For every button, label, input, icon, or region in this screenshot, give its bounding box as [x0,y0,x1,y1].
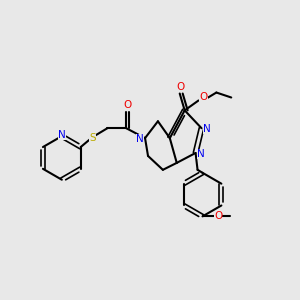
Text: N: N [202,124,210,134]
Text: N: N [58,130,66,140]
Text: N: N [136,134,144,144]
Text: N: N [197,149,204,159]
Text: S: S [89,133,96,143]
Text: O: O [123,100,131,110]
Text: O: O [214,212,223,221]
Text: O: O [200,92,208,101]
Text: O: O [177,82,185,92]
